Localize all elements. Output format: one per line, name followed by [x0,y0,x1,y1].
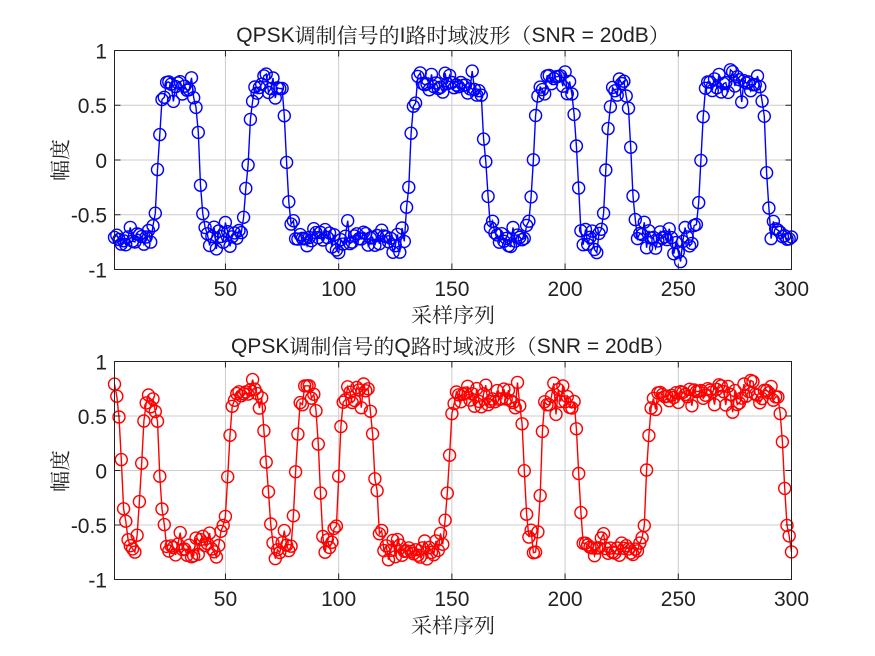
svg-text:150: 150 [434,278,469,301]
svg-text:-0.5: -0.5 [71,515,107,538]
svg-text:0: 0 [95,150,107,173]
svg-text:0.5: 0.5 [78,95,107,118]
svg-text:50: 50 [214,278,237,301]
svg-text:-0.5: -0.5 [71,205,107,228]
svg-text:0: 0 [95,460,107,483]
svg-text:250: 250 [661,278,696,301]
svg-text:300: 300 [774,588,809,611]
svg-text:50: 50 [214,588,237,611]
svg-text:0.5: 0.5 [78,406,107,429]
svg-text:QPSK: QPSK [231,335,289,358]
svg-text:SNR = 20dB: SNR = 20dB [531,24,648,47]
svg-text:I: I [400,24,406,47]
svg-text:1: 1 [95,351,107,374]
svg-text:250: 250 [661,588,696,611]
svg-text:QPSK: QPSK [236,24,294,47]
svg-text:200: 200 [548,278,583,301]
svg-text:150: 150 [434,588,469,611]
svg-text:-1: -1 [88,259,107,282]
svg-text:100: 100 [321,278,356,301]
svg-text:Q: Q [394,335,410,358]
svg-text:300: 300 [774,278,809,301]
svg-text:1: 1 [95,40,107,63]
svg-text:100: 100 [321,588,356,611]
svg-text:SNR = 20dB: SNR = 20dB [537,335,654,358]
svg-text:-1: -1 [88,569,107,592]
svg-text:200: 200 [548,588,583,611]
